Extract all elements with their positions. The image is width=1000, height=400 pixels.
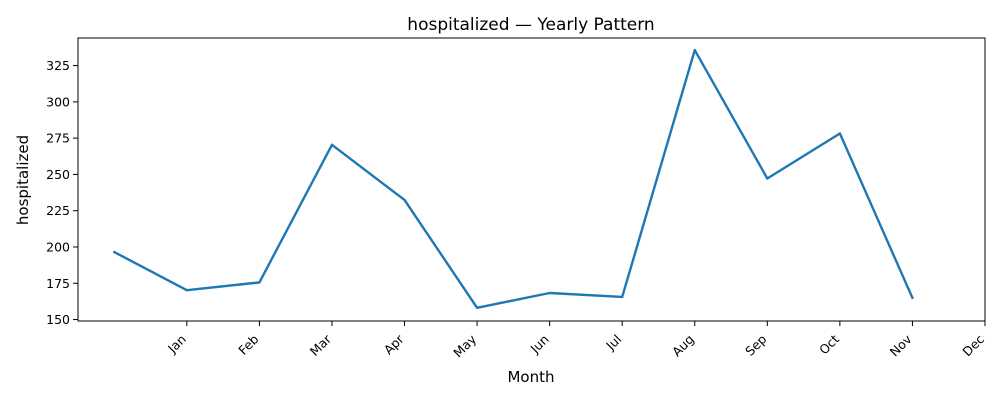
data-point [838, 132, 842, 135]
y-tick-label: 275 [46, 131, 70, 146]
series-layer [113, 48, 914, 309]
x-tick-label: Aug [669, 332, 697, 360]
x-tick-label: Mar [307, 331, 335, 359]
data-point [403, 198, 406, 202]
y-tick-label: 225 [46, 203, 70, 218]
y-tick-label: 250 [46, 167, 70, 182]
data-point [185, 289, 189, 292]
x-tick-label: Jul [602, 332, 624, 354]
x-tick-label: Nov [887, 331, 915, 359]
series-line [113, 48, 914, 309]
x-tick-label: Jun [527, 332, 552, 357]
data-point [330, 143, 334, 147]
y-tick-label: 200 [46, 239, 70, 254]
plot-frame [77, 37, 986, 322]
data-point [548, 291, 551, 295]
data-point [693, 48, 696, 52]
y-axis-label: hospitalized [14, 135, 32, 225]
data-point [475, 306, 479, 309]
x-tick-label: Dec [959, 331, 987, 359]
x-tick-label: Sep [742, 331, 769, 358]
data-point [113, 250, 116, 254]
y-tick-label: 325 [46, 58, 70, 73]
data-point [766, 177, 769, 180]
x-tick-label: Feb [235, 331, 261, 357]
data-point [258, 281, 261, 284]
data-point [911, 296, 914, 300]
x-tick-label: Oct [816, 331, 842, 357]
x-axis: Jan Feb Mar Apr May Jun Jul Aug Sep Oct Nov Dec [164, 321, 987, 360]
x-tick-label: Jan [164, 332, 189, 357]
x-axis-label: Month [507, 368, 554, 386]
y-axis: 150 175 200 225 250 275 300 325 [46, 58, 78, 327]
y-tick-label: 300 [46, 94, 70, 109]
y-tick-label: 175 [46, 276, 70, 291]
x-tick-label: Apr [381, 331, 408, 358]
data-point [621, 295, 624, 299]
chart-title: hospitalized — Yearly Pattern [407, 15, 654, 35]
x-tick-label: May [450, 331, 479, 360]
y-tick-label: 150 [46, 312, 70, 327]
